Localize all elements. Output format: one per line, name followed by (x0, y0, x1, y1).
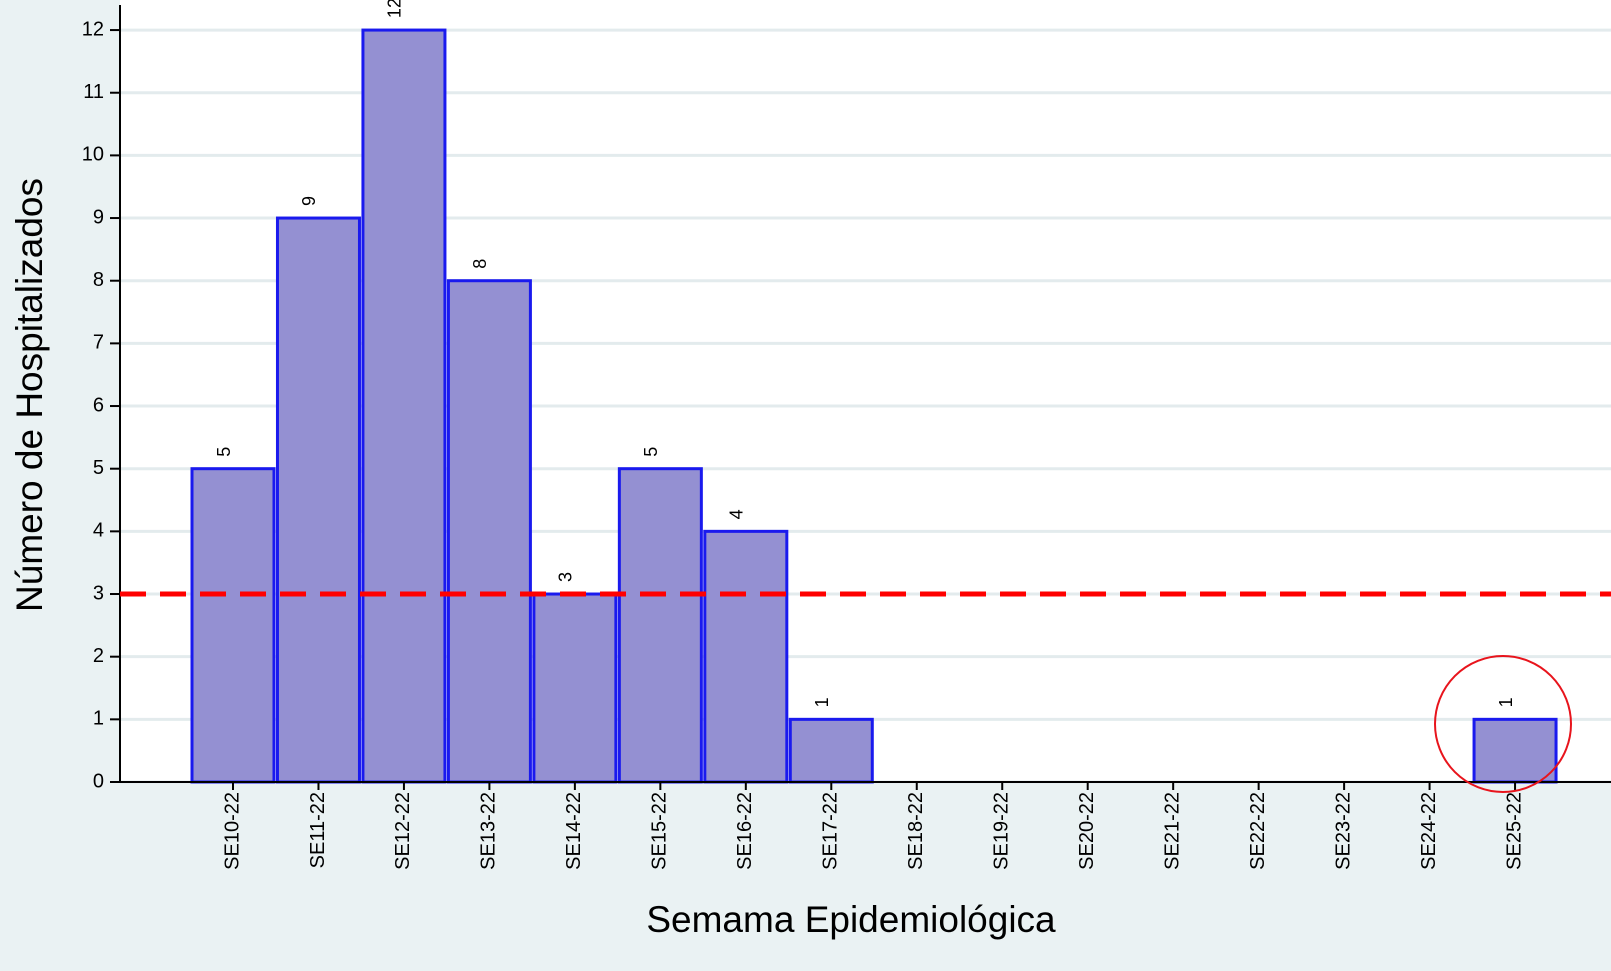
value-label: 12 (385, 0, 405, 18)
value-label: 1 (1496, 697, 1516, 707)
x-tick-label: SE22-22 (1247, 792, 1269, 870)
y-tick-label: 8 (93, 269, 104, 291)
y-tick-label: 12 (82, 18, 104, 40)
y-tick-label: 1 (93, 708, 104, 730)
bars (190, 28, 1558, 784)
x-tick-label: SE23-22 (1332, 792, 1354, 870)
y-tick-label: 6 (93, 394, 104, 416)
value-label: 4 (727, 509, 747, 519)
x-tick-label: SE15-22 (649, 792, 671, 870)
bar (190, 467, 276, 784)
value-label: 3 (556, 572, 576, 582)
x-tick-label: SE17-22 (820, 792, 842, 870)
bar (532, 592, 618, 784)
y-tick-label: 2 (93, 645, 104, 667)
y-tick-label: 11 (83, 81, 104, 103)
x-tick-label: SE13-22 (478, 792, 500, 870)
bar (788, 717, 874, 784)
y-tick-label: 3 (93, 582, 104, 604)
bar (703, 529, 789, 784)
highlight-circle (1434, 655, 1572, 793)
bar (275, 216, 361, 784)
y-tick-label: 10 (82, 144, 104, 166)
x-tick-label: SE11-22 (307, 792, 329, 868)
bar (361, 28, 447, 784)
x-tick-label: SE18-22 (905, 792, 927, 870)
x-tick-label: SE25-22 (1503, 792, 1525, 870)
x-tick-label: SE20-22 (1076, 792, 1098, 870)
x-tick-label: SE21-22 (1161, 792, 1183, 870)
y-tick-label: 5 (93, 457, 104, 479)
value-label: 8 (470, 259, 490, 269)
value-label: 5 (641, 447, 661, 457)
y-tick-label: 7 (93, 332, 104, 354)
bar (617, 467, 703, 784)
value-label: 1 (812, 697, 832, 707)
y-tick-label: 9 (93, 206, 104, 228)
bar (446, 279, 532, 784)
x-tick-label: SE16-22 (734, 792, 756, 870)
bar (1472, 717, 1558, 784)
x-tick-label: SE19-22 (991, 792, 1013, 870)
y-tick-label: 0 (93, 770, 104, 792)
y-axis-title: Número de Hospitalizados (9, 178, 50, 612)
x-axis-title: Semama Epidemiológica (646, 899, 1056, 940)
x-tick-label: SE24-22 (1418, 792, 1440, 870)
value-label: 9 (299, 196, 319, 206)
x-tick-label: SE14-22 (563, 792, 585, 870)
value-label: 5 (214, 447, 234, 457)
x-tick-label: SE12-22 (392, 792, 414, 870)
x-tick-label: SE10-22 (221, 792, 243, 870)
y-tick-label: 4 (93, 520, 104, 542)
